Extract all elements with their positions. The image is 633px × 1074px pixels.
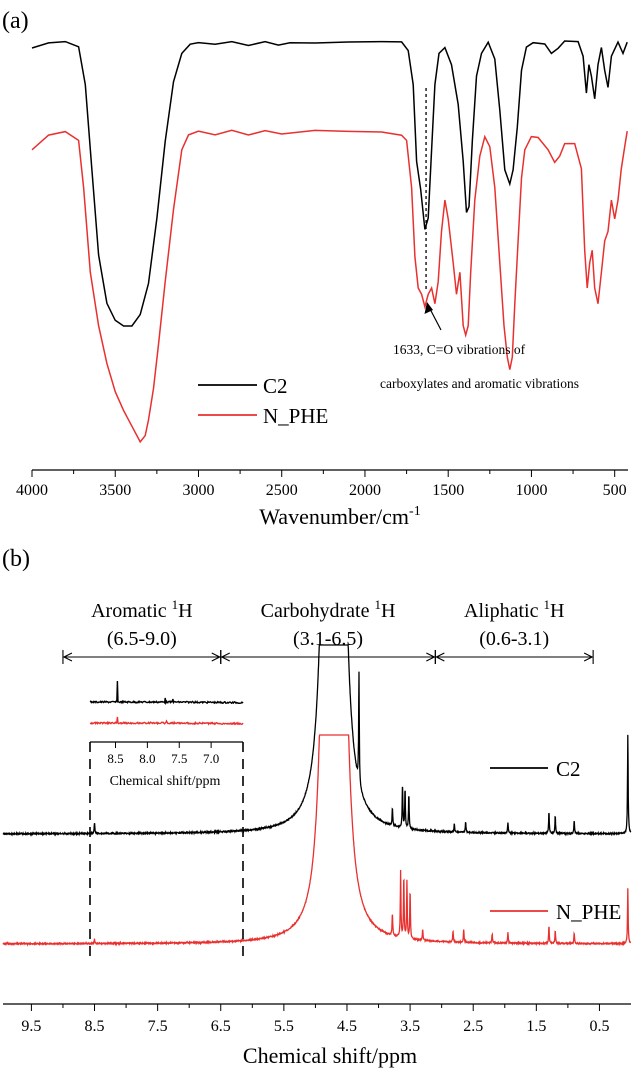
region-0-arrow-right — [211, 652, 221, 662]
panel-a-label: (a) — [2, 8, 29, 34]
annotation-text-line2: carboxylates and aromatic vibrations — [380, 376, 579, 391]
panel-b-series — [2, 644, 632, 947]
region-1-range: (3.1-6.5) — [293, 628, 363, 650]
annotation-arrowhead — [424, 302, 433, 314]
x-tick-label-b-0.5: 0.5 — [589, 1018, 609, 1035]
legend-a: C2 N_PHE — [198, 374, 328, 428]
inset-tick-label-7.5: 7.5 — [171, 751, 187, 766]
legend-b: C2 N_PHE — [490, 757, 621, 924]
series-b-n-phe-line — [2, 734, 631, 947]
inset-x-axis-title: Chemical shift/ppm — [110, 774, 221, 789]
x-tick-label-b-7.5: 7.5 — [148, 1018, 168, 1035]
x-tick-label-a-4000: 4000 — [16, 482, 48, 499]
inset-ticks: 8.5 8.0 7.5 7.0 — [107, 742, 219, 766]
region-2-range: (0.6-3.1) — [479, 628, 549, 650]
region-2-title: Aliphatic 1H — [464, 597, 564, 622]
x-tick-label-b-3.5: 3.5 — [400, 1018, 420, 1035]
inset-tick-label-7.0: 7.0 — [203, 751, 219, 766]
region-2-arrow-right — [583, 652, 594, 662]
series-a-c2-line — [31, 40, 628, 327]
x-tick-label-a-1000: 1000 — [515, 482, 547, 499]
legend-a-c2-label: C2 — [263, 374, 288, 398]
x-tick-label-b-9.5: 9.5 — [21, 1018, 41, 1035]
inset-tick-label-8.0: 8.0 — [139, 751, 155, 766]
inset-nphe-trace — [89, 716, 244, 726]
region-0-arrow-left — [62, 652, 73, 662]
x-axis-a-ticks: 4000 3500 3000 2500 2000 1500 1000 500 — [16, 470, 627, 499]
x-tick-label-b-8.5: 8.5 — [85, 1018, 105, 1035]
panel-a-ftir: (a) 1633, C=O vibrations of carboxylates… — [2, 8, 628, 529]
region-0-range: (6.5-9.0) — [107, 628, 177, 650]
region-1-arrow-left — [220, 652, 230, 662]
panel-a-series — [31, 40, 628, 444]
annotation-text-line1: 1633, C=O vibrations of — [393, 342, 526, 357]
x-tick-label-b-4.5: 4.5 — [337, 1018, 357, 1035]
x-tick-label-b-1.5: 1.5 — [526, 1018, 546, 1035]
x-tick-label-a-1500: 1500 — [432, 482, 464, 499]
x-tick-label-b-5.5: 5.5 — [274, 1018, 294, 1035]
region-1-arrow-right — [426, 652, 436, 662]
inset-tick-label-8.5: 8.5 — [107, 751, 123, 766]
region-2-arrow-left — [435, 652, 445, 662]
legend-a-nphe-label: N_PHE — [263, 404, 328, 428]
x-tick-label-a-3500: 3500 — [99, 482, 131, 499]
x-axis-a-title: Wavenumber/cm-1 — [259, 504, 420, 529]
x-axis-b-title: Chemical shift/ppm — [243, 1043, 417, 1068]
panel-b-label: (b) — [2, 546, 30, 572]
inset: 8.5 8.0 7.5 7.0 Chemical shift/ppm — [89, 680, 244, 789]
x-tick-label-a-2500: 2500 — [266, 482, 298, 499]
x-tick-label-b-2.5: 2.5 — [463, 1018, 483, 1035]
x-axis-b-ticks: 9.5 8.5 7.5 6.5 5.5 4.5 3.5 2.5 1.5 0.5 — [21, 1004, 609, 1035]
region-brackets: Aromatic 1H (6.5-9.0) Carbohydrate 1H (3.1-… — [62, 597, 594, 664]
x-tick-label-b-6.5: 6.5 — [211, 1018, 231, 1035]
panel-b-nmr: (b) Aromatic 1H (6.5-9.0) Carbohydrate 1H (… — [2, 546, 632, 1068]
series-a-n-phe-line — [31, 129, 628, 444]
x-tick-label-a-2000: 2000 — [349, 482, 381, 499]
x-tick-label-a-500: 500 — [603, 482, 627, 499]
legend-b-nphe-label: N_PHE — [556, 900, 621, 924]
region-1-title: Carbohydrate 1H — [261, 597, 396, 622]
inset-c2-trace — [89, 680, 244, 706]
x-tick-label-a-3000: 3000 — [182, 482, 214, 499]
region-0-title: Aromatic 1H — [91, 597, 192, 622]
legend-b-c2-label: C2 — [556, 757, 581, 781]
series-b-c2-line — [2, 644, 632, 837]
